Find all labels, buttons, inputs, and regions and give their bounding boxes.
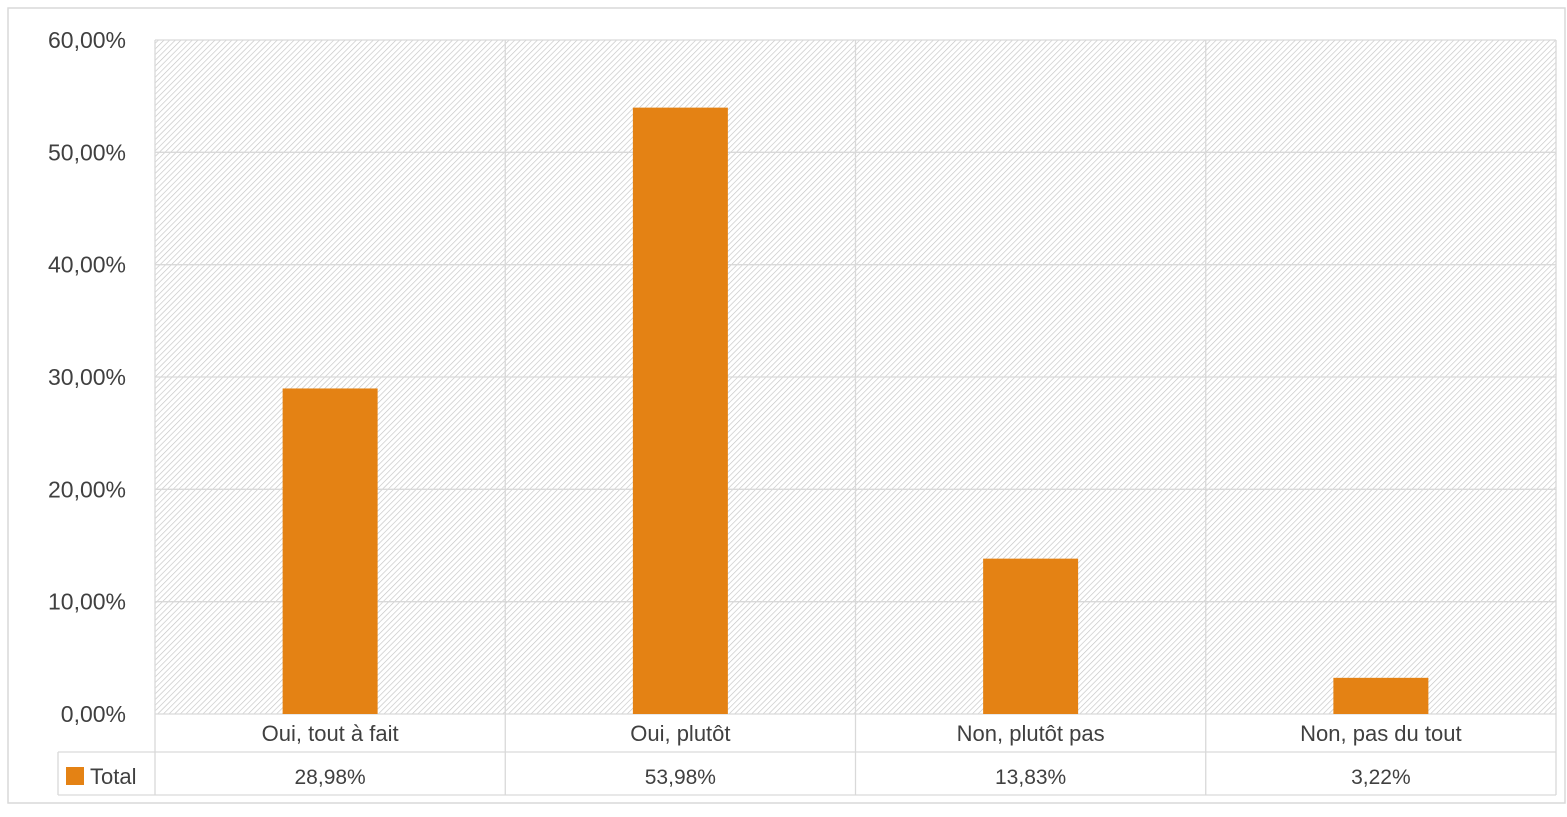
bar-3	[983, 559, 1078, 714]
data-value-label: 13,83%	[995, 766, 1066, 789]
legend-label: Total	[90, 764, 136, 789]
y-tick-label: 50,00%	[48, 139, 126, 165]
data-value-label: 3,22%	[1351, 766, 1411, 789]
y-tick-label: 60,00%	[48, 27, 126, 53]
y-tick-label: 10,00%	[48, 589, 126, 615]
category-label: Oui, plutôt	[630, 721, 730, 746]
y-tick-label: 40,00%	[48, 252, 126, 278]
bar-1	[283, 388, 378, 714]
y-tick-label: 20,00%	[48, 476, 126, 502]
data-value-label: 28,98%	[295, 766, 366, 789]
legend-swatch	[66, 767, 84, 785]
y-tick-label: 0,00%	[61, 701, 126, 727]
category-label: Non, plutôt pas	[957, 721, 1105, 746]
y-tick-label: 30,00%	[48, 364, 126, 390]
bar-4	[1333, 678, 1428, 714]
data-value-label: 53,98%	[645, 766, 716, 789]
bar-2	[633, 108, 728, 714]
category-label: Non, pas du tout	[1300, 721, 1461, 746]
category-label: Oui, tout à fait	[262, 721, 399, 746]
